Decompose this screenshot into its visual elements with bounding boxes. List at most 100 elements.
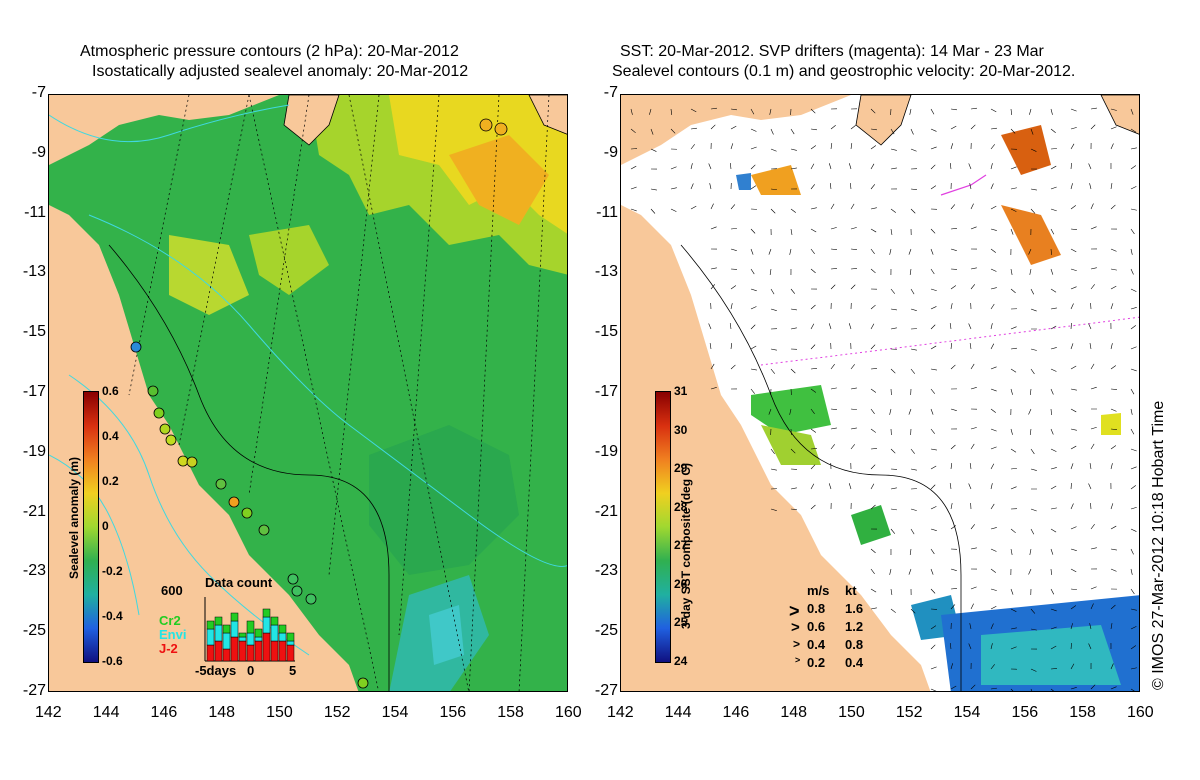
velocity-arrow (730, 285, 737, 290)
data-count-bar (230, 620, 239, 638)
left-lon-tick: 146 (150, 704, 178, 721)
left-lat-tick: -13 (22, 263, 46, 281)
velocity-arrow (830, 427, 837, 430)
velocity-arrow (1029, 388, 1032, 395)
velocity-arrow (890, 608, 896, 613)
right-lat-tick: -17 (594, 383, 618, 400)
right-lon-tick: 160 (1127, 704, 1154, 721)
velocity-arrow (990, 287, 997, 290)
velocity-arrow (930, 448, 937, 451)
velocity-arrow (850, 284, 856, 290)
velocity-arrow (990, 623, 994, 630)
velocity-arrow (1110, 428, 1117, 430)
right-lon-tick: 156 (1011, 704, 1039, 721)
velocity-arrow (930, 428, 935, 434)
velocity-arrow (790, 508, 797, 511)
velocity-arrow (1030, 208, 1036, 214)
velocity-arrow (870, 108, 876, 114)
velocity-arrow (1010, 448, 1017, 453)
data-count-bar (222, 632, 231, 650)
velocity-arrow (1030, 508, 1037, 512)
speed-legend-kt: 1.6 (845, 601, 864, 616)
data-count-bar (270, 616, 279, 626)
sst-colorbar-tick: 27 (674, 538, 688, 553)
velocity-arrow (770, 288, 775, 295)
velocity-arrow (1130, 428, 1135, 435)
velocity-arrow (950, 204, 956, 210)
velocity-arrow (870, 448, 878, 450)
velocity-arrow (910, 468, 917, 471)
sst-colorbar (655, 391, 671, 663)
data-count-bar (214, 640, 223, 662)
velocity-arrow (1089, 183, 1092, 190)
velocity-arrow (890, 167, 897, 170)
velocity-arrow (1050, 608, 1057, 612)
left-lon-tick: 160 (555, 704, 582, 721)
data-count-bars (204, 597, 295, 662)
velocity-arrow (810, 228, 817, 233)
velocity-arrow (828, 483, 832, 490)
velocity-arrow (1130, 325, 1136, 330)
velocity-arrow (1130, 588, 1135, 595)
velocity-arrow (1130, 506, 1137, 510)
velocity-arrow (730, 228, 737, 230)
velocity-arrow (910, 208, 916, 214)
velocity-arrow (790, 208, 796, 213)
sst-colorbar-tick: 28 (674, 499, 688, 514)
velocity-arrow (1089, 343, 1092, 350)
velocity-arrow (1070, 388, 1077, 391)
velocity-arrow (930, 185, 937, 190)
velocity-arrow (990, 463, 995, 470)
velocity-arrow (810, 323, 815, 330)
velocity-arrow (1070, 205, 1076, 210)
velocity-arrow (1050, 588, 1055, 595)
left-lat-tick: -27 (22, 682, 46, 699)
velocity-arrow (810, 504, 816, 510)
velocity-arrow (990, 408, 996, 413)
velocity-arrow (890, 148, 897, 151)
velocity-arrow (1010, 166, 1017, 170)
velocity-arrow (1029, 268, 1032, 275)
velocity-arrow (850, 444, 855, 450)
sst-colorbar-tick: 24 (674, 654, 688, 668)
velocity-arrow (1030, 308, 1037, 312)
velocity-arrow (829, 183, 832, 190)
velocity-arrow (1010, 228, 1014, 235)
velocity-arrow (650, 208, 656, 214)
velocity-arrow (1010, 128, 1016, 134)
velocity-arrow (810, 163, 815, 170)
data-count-bar (206, 620, 215, 630)
velocity-arrow (889, 568, 892, 575)
velocity-arrow (770, 448, 775, 454)
velocity-arrow (968, 643, 972, 650)
velocity-arrow (690, 183, 694, 190)
velocity-arrow (770, 508, 777, 511)
data-count-bar (246, 644, 255, 662)
speed-legend-ms: 0.2 (807, 655, 826, 670)
series-label-j2: J-2 (159, 641, 178, 656)
velocity-arrow (1010, 608, 1017, 612)
sst-map[interactable]: 3-day SST composite (deg C) m/s kt >0.8 1… (620, 94, 1140, 692)
velocity-arrow (850, 203, 855, 210)
velocity-arrow (750, 268, 755, 275)
velocity-arrow (1090, 426, 1097, 430)
velocity-arrow (990, 127, 997, 130)
velocity-arrow (1010, 268, 1013, 275)
velocity-arrow (1130, 306, 1137, 310)
velocity-arrow (1130, 548, 1134, 555)
velocity-arrow (670, 187, 677, 190)
velocity-arrow (930, 228, 936, 234)
velocity-arrow (1110, 525, 1117, 530)
velocity-arrow (790, 308, 797, 311)
velocity-arrow (630, 165, 637, 170)
velocity-arrow (1110, 268, 1117, 271)
velocity-arrow (810, 128, 817, 131)
velocity-arrow (1130, 408, 1133, 415)
velocity-arrow (890, 308, 897, 311)
sealevel-anomaly-map[interactable]: Sealevel anomaly (m) Data count 600 -5da… (48, 94, 568, 692)
velocity-arrow (1090, 363, 1095, 370)
velocity-arrow (870, 388, 877, 393)
velocity-arrow (1130, 268, 1134, 275)
velocity-arrow (750, 146, 757, 150)
velocity-arrow (1090, 443, 1095, 450)
